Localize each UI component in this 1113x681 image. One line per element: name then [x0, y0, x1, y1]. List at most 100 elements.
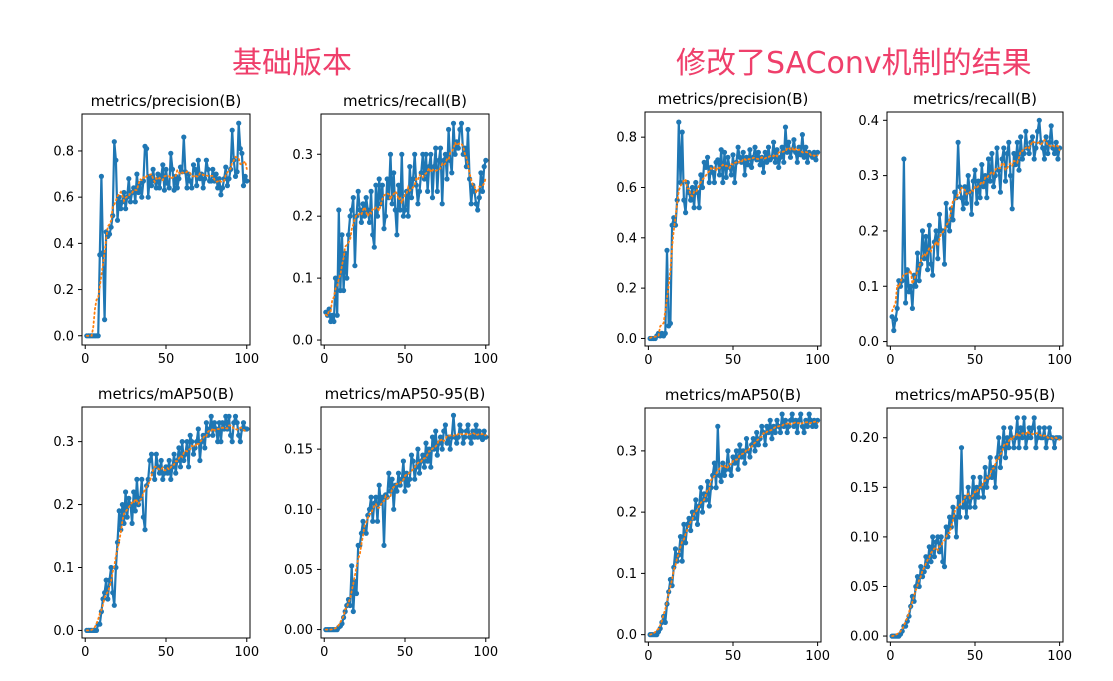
data-point: [395, 470, 402, 476]
data-point: [168, 476, 174, 482]
data-point: [123, 489, 129, 495]
data-point: [194, 439, 200, 445]
data-point: [468, 440, 474, 446]
y-tick-label: 0.0: [53, 624, 74, 639]
data-point: [801, 154, 807, 160]
data-point: [365, 207, 371, 213]
y-tick-label: 0.2: [292, 210, 313, 225]
data-point: [402, 207, 408, 213]
data-point: [373, 494, 379, 500]
data-point: [974, 484, 980, 490]
chart-title: metrics/precision(B): [91, 92, 242, 110]
data-point: [789, 411, 795, 417]
x-tick-label: 100: [1047, 649, 1072, 664]
data-point: [387, 151, 394, 157]
data-point: [749, 164, 755, 170]
chart-title: metrics/precision(B): [658, 90, 809, 108]
data-point: [754, 429, 760, 436]
series-line: [891, 119, 1061, 332]
data-point: [965, 173, 971, 179]
data-point: [360, 518, 366, 524]
data-point: [1031, 156, 1037, 162]
data-point: [213, 171, 219, 177]
data-point: [360, 201, 366, 207]
data-point: [455, 434, 461, 440]
data-point: [793, 149, 799, 155]
data-point: [693, 179, 699, 186]
left-chart-precision: metrics/precision(B) 0 50 100 0.0 0.2 0.4 0.6 0.…: [53, 92, 259, 367]
data-point: [476, 428, 482, 434]
data-point: [431, 164, 437, 170]
data-point: [936, 211, 943, 217]
data-point: [370, 518, 376, 524]
data-point: [950, 217, 956, 223]
data-point: [925, 564, 931, 570]
data-point: [994, 145, 1000, 151]
smooth-line: [85, 155, 248, 337]
data-point: [919, 228, 926, 234]
data-point: [769, 436, 775, 442]
data-point: [711, 179, 718, 186]
data-point: [767, 417, 773, 423]
data-point: [195, 157, 201, 163]
data-point: [975, 494, 982, 500]
data-point: [777, 154, 784, 160]
data-point: [1046, 425, 1053, 431]
data-point: [997, 464, 1004, 471]
data-point: [1001, 425, 1007, 431]
data-point: [894, 305, 900, 311]
data-point: [706, 179, 712, 186]
data-point: [177, 164, 184, 170]
data-point: [657, 625, 663, 632]
data-point: [992, 484, 998, 490]
data-point: [747, 454, 753, 460]
smooth-line: [649, 146, 819, 339]
data-point: [688, 197, 694, 203]
data-point: [1051, 445, 1058, 451]
data-point: [408, 452, 415, 458]
data-point: [786, 139, 792, 145]
data-point: [116, 508, 122, 514]
data-point: [948, 206, 954, 212]
data-point: [376, 176, 382, 182]
data-point: [373, 182, 379, 188]
data-point: [441, 157, 447, 163]
data-point: [462, 434, 468, 440]
data-point: [216, 176, 222, 182]
data-point: [224, 183, 230, 189]
data-point: [970, 474, 976, 480]
data-point: [177, 464, 184, 470]
data-point: [1011, 150, 1017, 157]
data-point: [1046, 139, 1053, 145]
data-point: [232, 413, 239, 419]
data-point: [331, 318, 337, 325]
data-point: [798, 411, 804, 417]
data-point: [989, 150, 995, 157]
series-line: [892, 416, 1060, 638]
data-point: [984, 484, 990, 490]
data-point: [418, 170, 424, 176]
left-chart-map50: metrics/mAP50(B) 0 50 100 0.0 0.1 0.2 0.3: [53, 385, 259, 660]
data-point: [465, 126, 471, 133]
data-point: [423, 151, 429, 157]
data-point: [433, 145, 439, 151]
data-point: [347, 602, 353, 609]
data-point: [1021, 150, 1027, 157]
data-point: [747, 147, 753, 153]
data-point: [140, 514, 146, 520]
data-point: [242, 173, 248, 179]
series-line: [650, 413, 819, 636]
data-point: [447, 446, 453, 452]
data-point: [935, 256, 941, 262]
data-point: [165, 470, 171, 476]
data-point: [791, 137, 797, 143]
data-point: [184, 439, 190, 445]
data-point: [694, 521, 701, 528]
data-point: [1009, 206, 1015, 212]
data-point: [672, 546, 679, 552]
y-tick-label: 0.4: [616, 231, 637, 246]
data-point: [679, 129, 685, 135]
y-tick-label: 0.10: [284, 503, 313, 518]
data-point: [145, 476, 151, 482]
data-point: [804, 423, 811, 429]
